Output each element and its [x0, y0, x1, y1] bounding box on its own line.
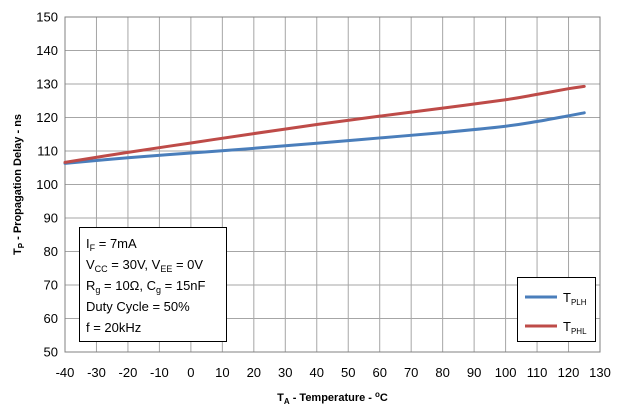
x-tick-label: 10 [215, 365, 229, 380]
x-tick-label: -30 [87, 365, 106, 380]
legend: TPLH TPHL [517, 277, 596, 342]
x-tick-label: 60 [372, 365, 386, 380]
x-tick-label: -40 [56, 365, 75, 380]
y-tick-label: 110 [37, 144, 58, 159]
legend-frame [517, 277, 596, 342]
y-tick-label: 50 [44, 345, 58, 360]
y-tick-labels: 50 60 70 80 90 100 110 120 130 140 150 [36, 10, 58, 360]
y-tick-label: 70 [44, 278, 58, 293]
y-tick-label: 80 [44, 244, 58, 259]
x-tick-label: 30 [278, 365, 292, 380]
x-tick-label: 100 [495, 365, 517, 380]
x-tick-label: 40 [310, 365, 324, 380]
x-tick-label: 50 [341, 365, 355, 380]
y-tick-label: 60 [44, 311, 58, 326]
x-tick-label: 130 [589, 365, 611, 380]
y-tick-label: 130 [36, 77, 58, 92]
x-tick-labels: -40 -30 -20 -10 0 10 20 30 40 50 60 70 80 90 100 110 120… [56, 365, 611, 380]
x-tick-label: 80 [435, 365, 449, 380]
y-tick-label: 100 [36, 177, 58, 192]
conditions-annotation-box: IF = 7mA VCC = 30V, VEE = 0V Rg = 10Ω, Cg … [79, 227, 227, 342]
legend-label-phl: TPHL [563, 319, 587, 336]
annotation-line: Duty Cycle = 50% [86, 299, 190, 314]
y-tick-label: 90 [44, 211, 58, 226]
series-line-phl [63, 84, 586, 164]
legend-label-plh: TPLH [563, 290, 587, 307]
x-tick-label: 0 [187, 365, 194, 380]
y-tick-label: 140 [36, 43, 58, 58]
annotation-line: f = 20kHz [86, 320, 141, 335]
x-tick-label: 90 [467, 365, 481, 380]
x-tick-label: -10 [150, 365, 169, 380]
y-tick-label: 120 [36, 110, 58, 125]
data-series [63, 84, 586, 165]
plot-area-frame [64, 16, 601, 353]
annotation-frame [79, 227, 227, 342]
annotation-line: VCC = 30V, VEE = 0V [86, 257, 203, 274]
series-line-plh [63, 111, 586, 165]
y-tick-label: 150 [36, 10, 58, 25]
y-axis-title: TP - Propagation Delay - ns [12, 114, 26, 255]
x-tick-label: 120 [558, 365, 580, 380]
x-tick-label: -20 [119, 365, 138, 380]
x-tick-label: 110 [527, 365, 548, 380]
annotation-line: IF = 7mA [86, 236, 137, 253]
annotation-line: Rg = 10Ω, Cg = 15nF [86, 278, 206, 295]
x-axis-title: TA - Temperature - oC [277, 390, 388, 406]
x-tick-label: 20 [247, 365, 261, 380]
x-tick-label: 70 [404, 365, 418, 380]
